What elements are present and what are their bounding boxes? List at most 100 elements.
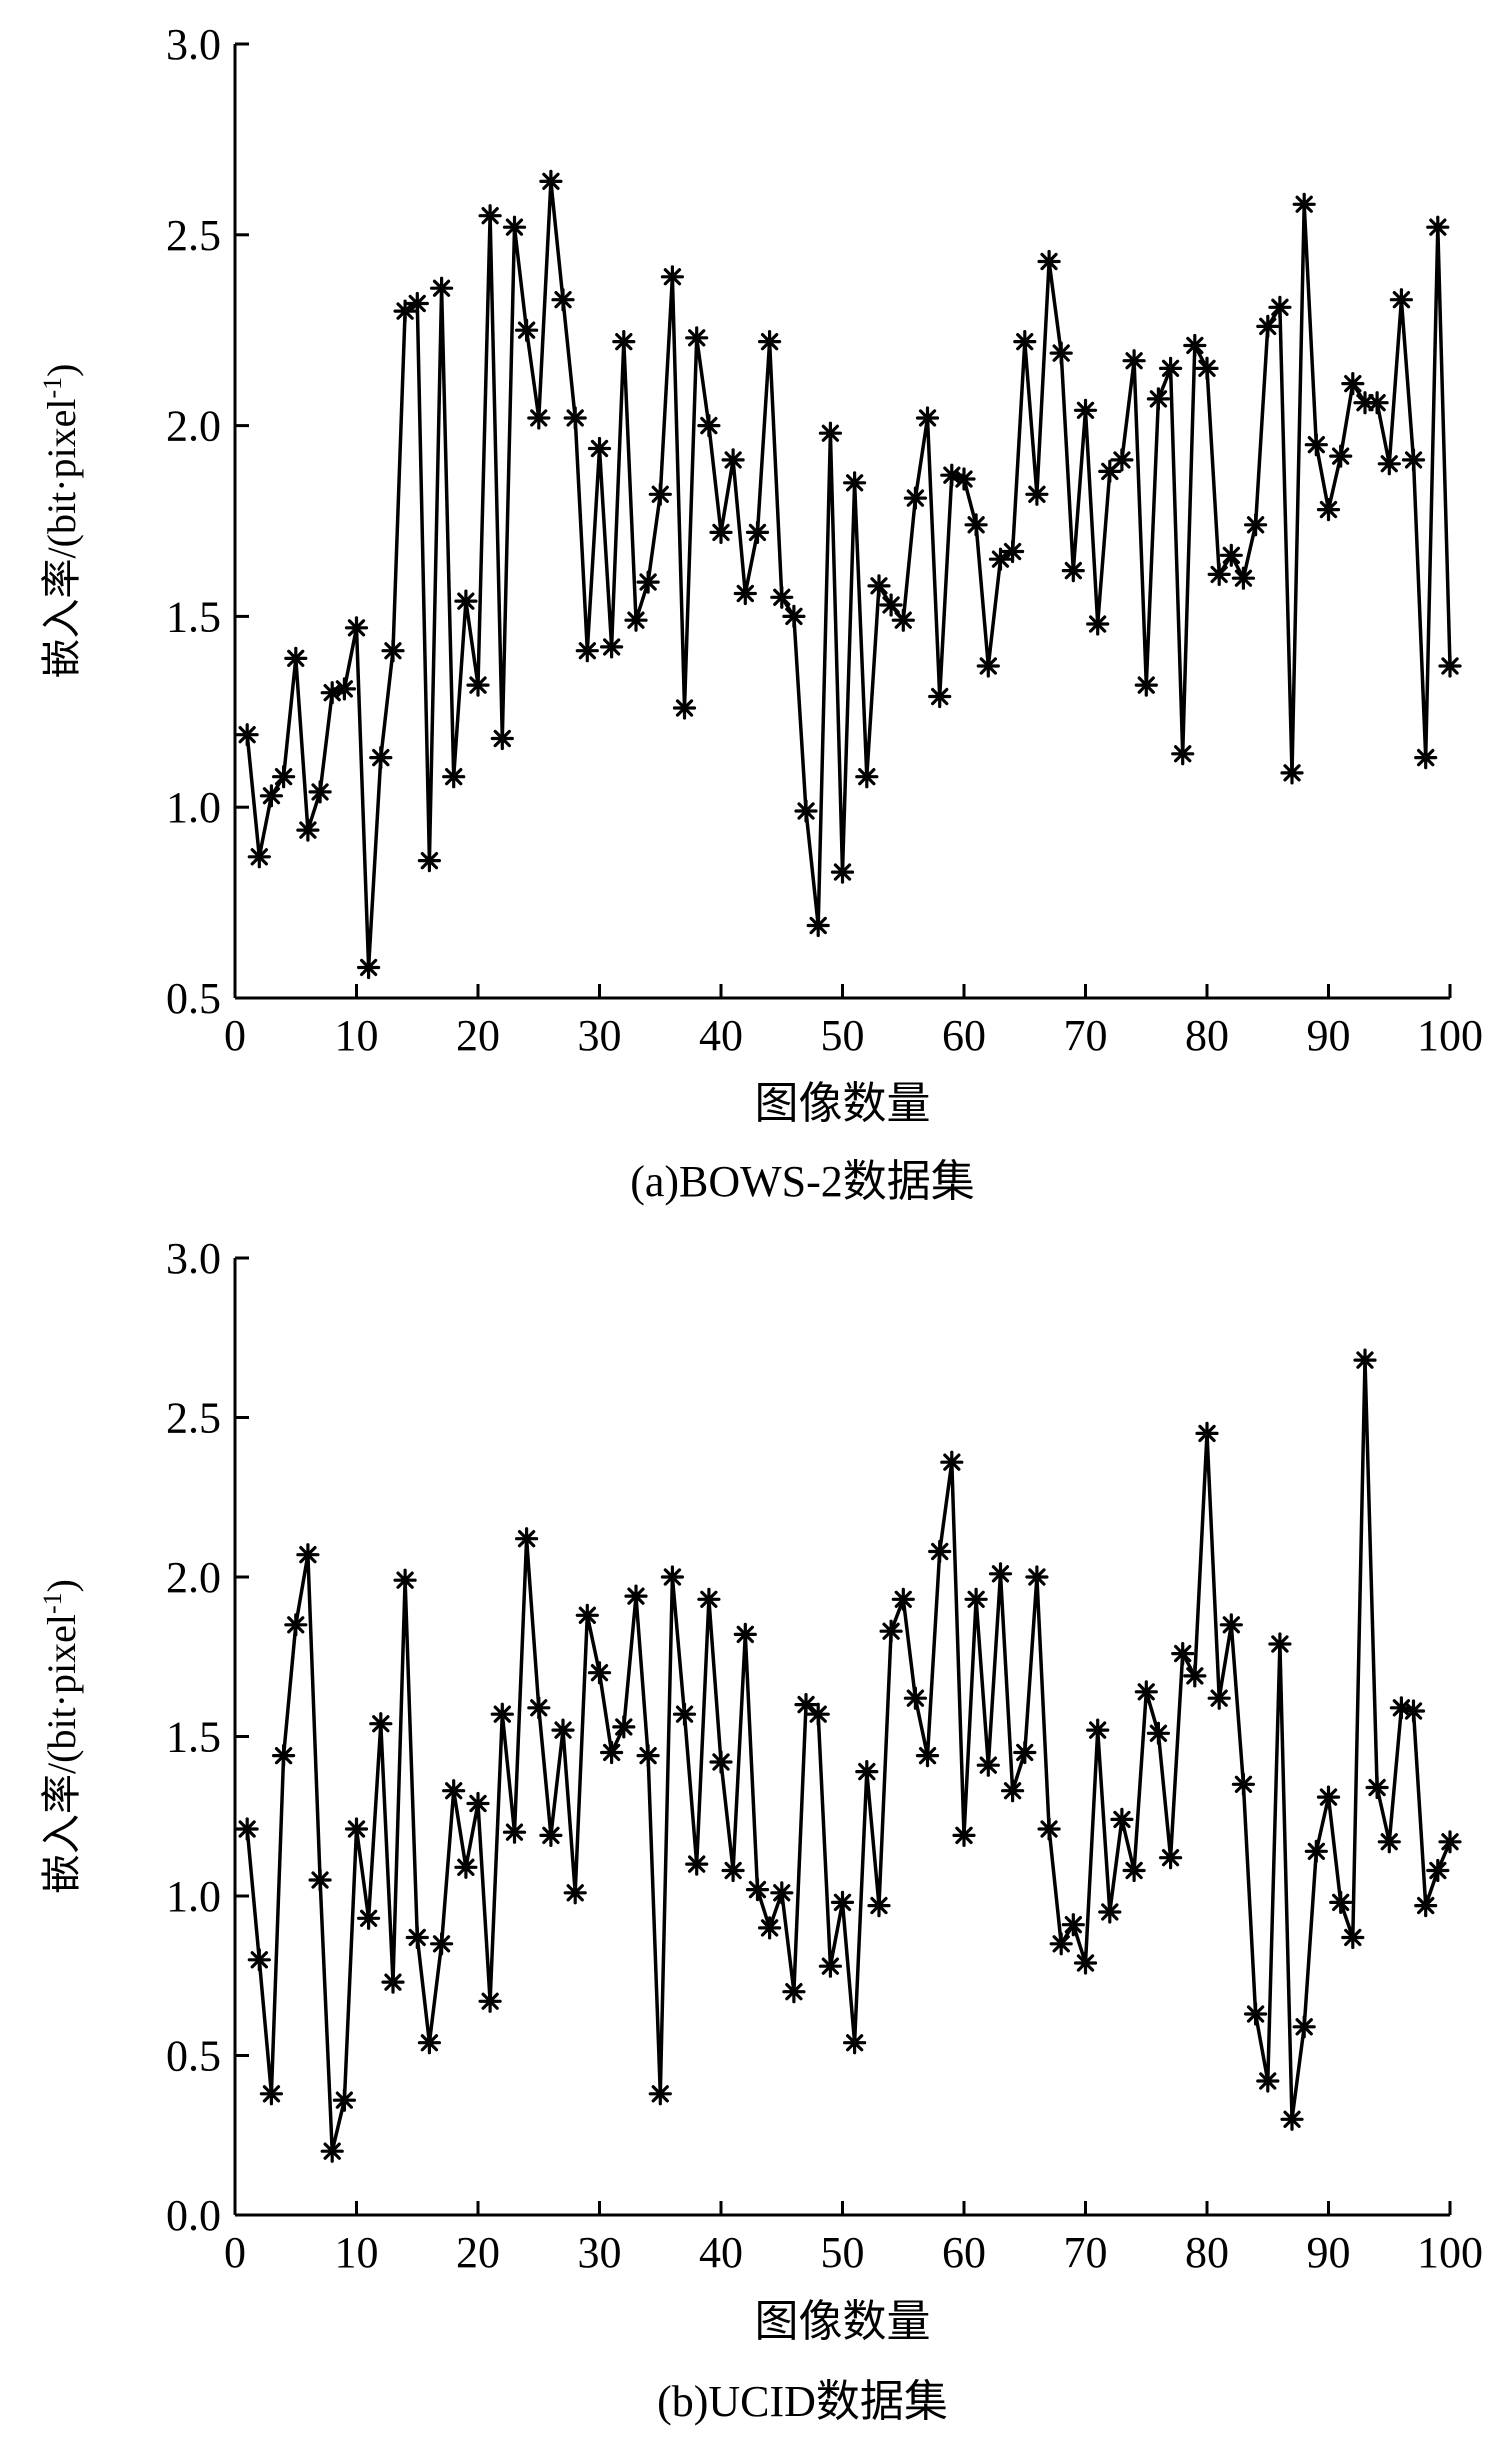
- data-point: [1280, 2107, 1304, 2131]
- data-point: [770, 1881, 794, 1905]
- data-point: [259, 2082, 283, 2106]
- y-tick-label: 1.0: [166, 1872, 221, 1921]
- x-tick-label: 0: [224, 1011, 246, 1060]
- data-point: [964, 513, 988, 537]
- x-axis-label: 图像数量: [755, 1079, 931, 1128]
- data-point: [563, 1881, 587, 1905]
- data-point: [806, 1702, 830, 1726]
- data-point: [405, 1925, 429, 1950]
- chart-caption: (a)BOWS-2数据集: [630, 1157, 975, 1206]
- data-point: [1049, 341, 1073, 365]
- data-point: [1037, 1817, 1061, 1841]
- axes: 0.5 1.0 1.5 2.0 2.5 3.0 0 10 20 30 40 50 60 70 80 90 100: [166, 20, 1483, 1060]
- data-point: [284, 646, 308, 671]
- data-point: [1171, 742, 1195, 766]
- y-axis-label-text: 嵌入率/(bit·pixel: [39, 1614, 84, 1894]
- data-point: [1304, 1839, 1328, 1863]
- data-point: [1438, 654, 1462, 678]
- data-point: [344, 616, 369, 640]
- data-point: [1171, 1641, 1195, 1666]
- data-point: [502, 1820, 527, 1844]
- series-line: [245, 179, 1452, 970]
- y-axis-label-sup: -1: [38, 1592, 67, 1614]
- data-point: [1353, 1348, 1377, 1372]
- data-point: [1025, 1565, 1049, 1589]
- y-tick-label: 2.0: [166, 1553, 221, 1602]
- x-tick-label: 50: [821, 2228, 865, 2277]
- data-point: [891, 608, 915, 632]
- data-point: [357, 1906, 381, 1930]
- data-point: [721, 448, 745, 472]
- data-point: [721, 1858, 745, 1883]
- data-point: [1000, 1779, 1025, 1803]
- data-point: [648, 482, 672, 506]
- data-point: [612, 1715, 636, 1739]
- data-point: [794, 1692, 818, 1717]
- data-point: [442, 765, 466, 789]
- data-point: [636, 570, 660, 594]
- data-point: [685, 1852, 709, 1876]
- data-point: [830, 1890, 855, 1915]
- y-tick-label: 3.0: [166, 1234, 221, 1283]
- data-point: [1013, 330, 1037, 354]
- data-point: [1426, 1858, 1450, 1883]
- data-point: [672, 1702, 697, 1726]
- data-point: [648, 2082, 672, 2106]
- x-tick-label: 90: [1307, 2228, 1351, 2277]
- data-point: [247, 1948, 271, 1972]
- data-point: [1304, 433, 1328, 457]
- data-point: [259, 784, 283, 808]
- data-point: [624, 1584, 648, 1608]
- data-point: [879, 593, 903, 617]
- data-point: [697, 1587, 721, 1611]
- data-point: [782, 1980, 806, 2004]
- data-point: [235, 1817, 259, 1841]
- data-point: [514, 1527, 539, 1551]
- data-point: [320, 2139, 344, 2163]
- data-point: [1401, 1699, 1426, 1723]
- x-tick-label: 40: [699, 1011, 743, 1060]
- data-point: [490, 726, 514, 751]
- y-tick-label: 0.5: [166, 974, 221, 1023]
- data-point: [867, 574, 891, 598]
- data-point: [1049, 1932, 1073, 1956]
- data-point: [1377, 1830, 1401, 1854]
- x-tick-label: 100: [1417, 1011, 1483, 1060]
- x-tick-label: 20: [456, 1011, 500, 1060]
- data-point: [1231, 1772, 1256, 1796]
- data-point: [247, 845, 271, 869]
- data-point: [344, 1817, 369, 1841]
- data-point: [855, 1759, 879, 1784]
- data-point: [940, 1450, 964, 1474]
- data-point: [988, 1562, 1013, 1586]
- data-point: [1207, 1686, 1231, 1710]
- data-point: [1086, 1718, 1110, 1742]
- data-point: [1122, 1858, 1146, 1883]
- data-point: [1231, 566, 1256, 590]
- data-point: [1365, 391, 1389, 415]
- y-tick-label: 0.5: [166, 2032, 221, 2081]
- data-point: [733, 581, 757, 606]
- y-axis-label-close: ): [39, 364, 84, 377]
- y-axis-label-sup: -1: [38, 377, 67, 399]
- x-tick-label: 90: [1307, 1011, 1351, 1060]
- data-point: [1365, 1775, 1389, 1800]
- data-point: [369, 745, 393, 770]
- data-point: [842, 2031, 867, 2055]
- data-point: [308, 780, 332, 804]
- data-point: [308, 1868, 332, 1892]
- series-line: [245, 1358, 1452, 2153]
- data-point: [697, 414, 721, 438]
- chart-panel-b: 嵌入率/(bit·pixel-1) 图像数量 (b)UCID数据集 0.0 0.5…: [38, 1234, 1483, 2426]
- y-tick-label: 3.0: [166, 20, 221, 69]
- data-point: [879, 1619, 903, 1643]
- data-point: [587, 436, 612, 461]
- data-point: [539, 1823, 563, 1848]
- x-tick-label: 40: [699, 2228, 743, 2277]
- data-point: [891, 1587, 915, 1611]
- data-point: [672, 696, 697, 720]
- data-point: [430, 276, 454, 300]
- data-point: [1219, 543, 1243, 567]
- data-point: [928, 684, 952, 709]
- data-point: [1329, 1890, 1353, 1915]
